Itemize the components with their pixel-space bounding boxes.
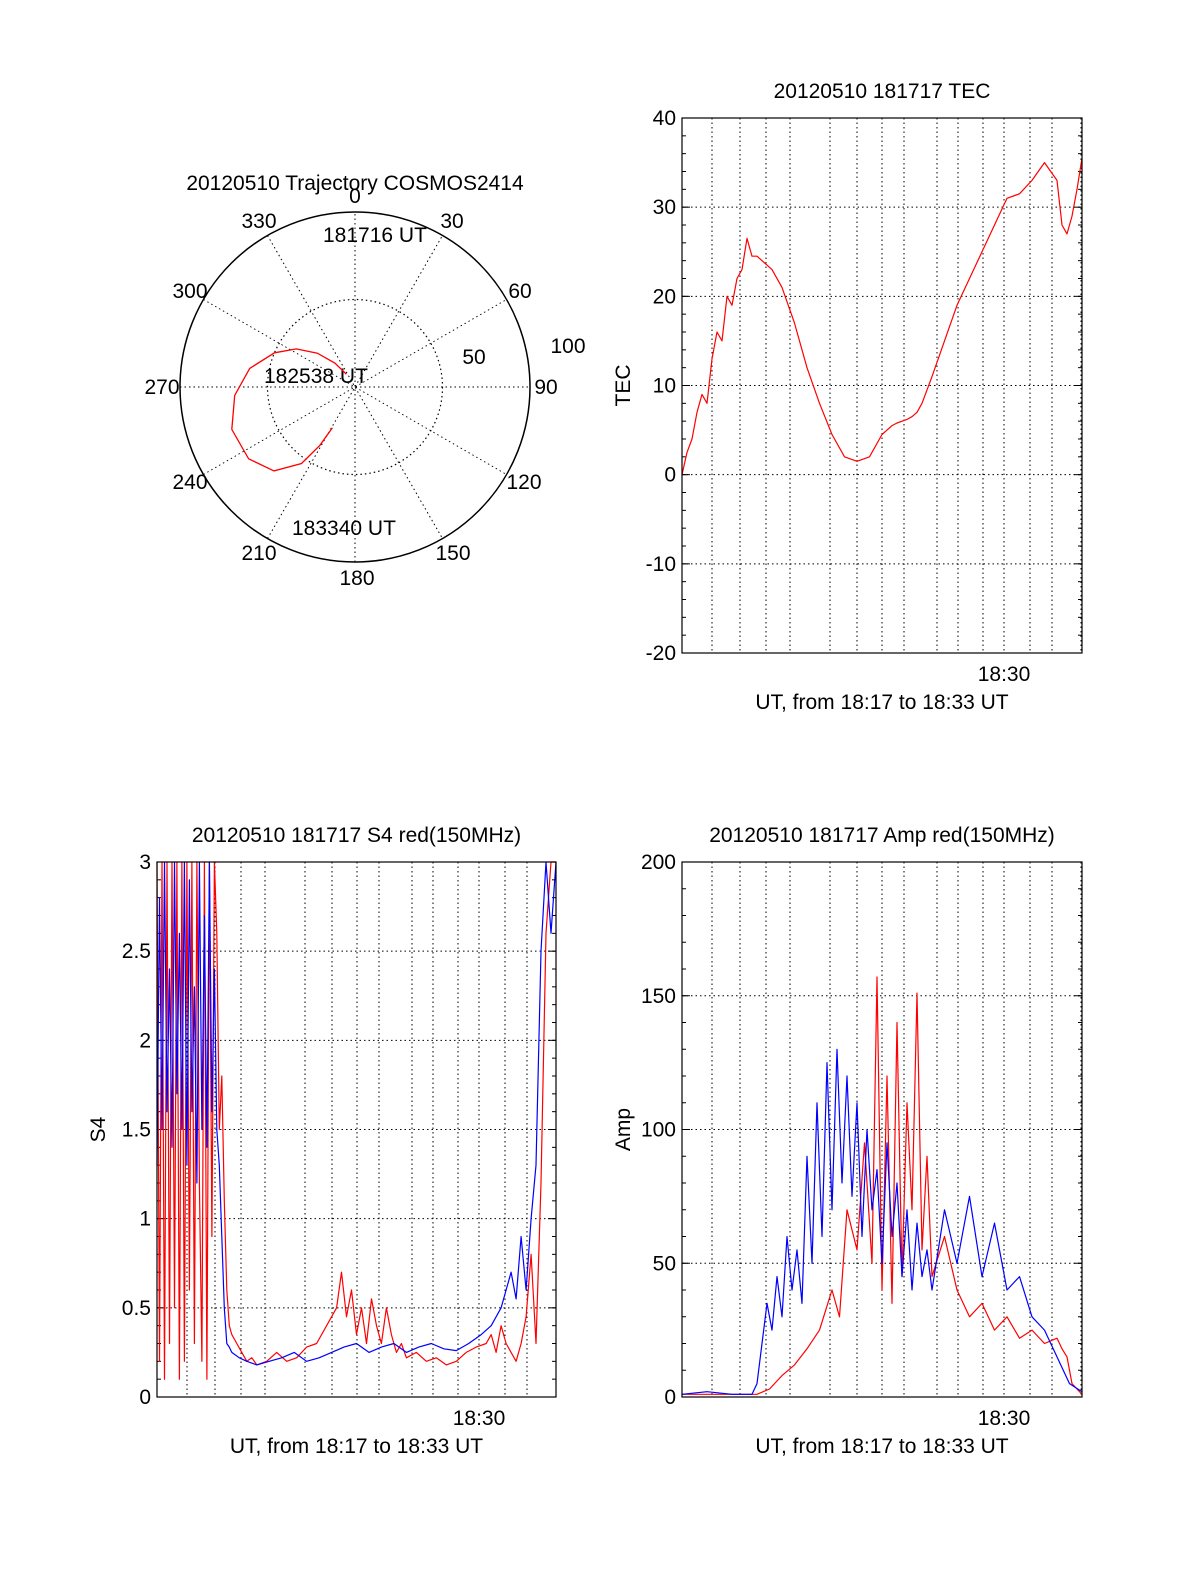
s4-ytick-label: 2 — [139, 1029, 151, 1052]
amp-ytick-label: 50 — [653, 1252, 676, 1275]
tec-title: 20120510 181717 TEC — [774, 80, 991, 103]
polar-azimuth-label: 30 — [440, 210, 463, 233]
polar-azimuth-labels: 0 30 60 90 120 150 180 210 240 270 300 330 — [144, 185, 557, 590]
tec-ytick-label: 30 — [653, 196, 676, 219]
tec-xtick-label: 18:30 — [978, 663, 1031, 686]
polar-azimuth-label: 300 — [172, 280, 207, 303]
tec-ytick-label: -20 — [646, 642, 676, 665]
amp-xtick-label: 18:30 — [978, 1407, 1031, 1430]
polar-azimuth-label: 330 — [241, 210, 276, 233]
polar-azimuth-label: 240 — [172, 471, 207, 494]
s4-ytick-label: 1.5 — [122, 1119, 151, 1142]
polar-azimuth-label: 270 — [144, 376, 179, 399]
tec-ytick-label: 10 — [653, 375, 676, 398]
polar-azimuth-label: 180 — [339, 567, 374, 590]
polar-trajectory — [231, 348, 347, 472]
amp-title: 20120510 181717 Amp red(150MHz) — [709, 824, 1055, 847]
s4-ytick-label: 3 — [139, 851, 151, 874]
s4-title: 20120510 181717 S4 red(150MHz) — [192, 824, 521, 847]
s4-ytick-label: 0 — [139, 1386, 151, 1409]
polar-elev-label-50: 50 — [462, 346, 485, 369]
polar-azimuth-label: 120 — [506, 471, 541, 494]
amp-ytick-label: 100 — [641, 1119, 676, 1142]
amp-series-2 — [681, 1048, 1083, 1395]
polar-annotation-start: 181716 UT — [323, 224, 427, 247]
s4-series-2 — [156, 861, 557, 1366]
polar-outer-circle — [179, 211, 531, 563]
s4-xtick-label: 18:30 — [453, 1407, 506, 1430]
polar-title: 20120510 Trajectory COSMOS2414 — [186, 172, 524, 195]
polar-inner-circle — [266, 298, 444, 476]
tec-ytick-label: -10 — [646, 553, 676, 576]
tec-series-1 — [681, 158, 1083, 475]
polar-panel: 20120510 Trajectory COSMOS2414 0 30 60 90 12… — [144, 172, 585, 590]
s4-ytick-label: 0.5 — [122, 1297, 151, 1320]
s4-xlabel: UT, from 18:17 to 18:33 UT — [230, 1435, 483, 1458]
tec-ytick-label: 40 — [653, 107, 676, 130]
amp-panel: 20120510 181717 Amp red(150MHz) 0 50 100 150… — [612, 824, 1083, 1458]
polar-azimuth-label: 90 — [534, 376, 557, 399]
amp-ytick-label: 0 — [664, 1386, 676, 1409]
polar-azimuth-label: 150 — [435, 542, 470, 565]
s4-ylabel: S4 — [87, 1116, 110, 1142]
polar-azimuth-label: 210 — [241, 542, 276, 565]
s4-ytick-label: 1 — [139, 1208, 151, 1231]
polar-azimuth-label: 0 — [349, 185, 361, 208]
amp-series-1 — [682, 976, 1083, 1395]
tec-frame — [681, 117, 1083, 654]
s4-frame — [156, 861, 557, 1398]
amp-frame — [681, 861, 1083, 1398]
s4-ytick-label: 2.5 — [122, 940, 151, 963]
tec-panel: 20120510 181717 TEC -20 -10 0 10 20 30 40 18:30 U… — [612, 80, 1083, 714]
s4-panel: 20120510 181717 S4 red(150MHz) 0 0.5 1 1.5 2 2… — [87, 824, 557, 1458]
polar-azimuth-label: 60 — [508, 280, 531, 303]
amp-xlabel: UT, from 18:17 to 18:33 UT — [755, 1435, 1008, 1458]
amp-ytick-label: 200 — [641, 851, 676, 874]
amp-ylabel: Amp — [612, 1108, 635, 1151]
tec-ytick-label: 20 — [653, 285, 676, 308]
tec-ytick-label: 0 — [664, 464, 676, 487]
amp-ytick-label: 150 — [641, 985, 676, 1008]
polar-elev-label-100: 100 — [550, 335, 585, 358]
tec-xlabel: UT, from 18:17 to 18:33 UT — [755, 691, 1008, 714]
polar-annotation-mid: 182538 UT — [264, 365, 368, 388]
polar-annotation-end: 183340 UT — [292, 517, 396, 540]
tec-ylabel: TEC — [612, 365, 635, 407]
s4-series-1 — [156, 861, 556, 1380]
